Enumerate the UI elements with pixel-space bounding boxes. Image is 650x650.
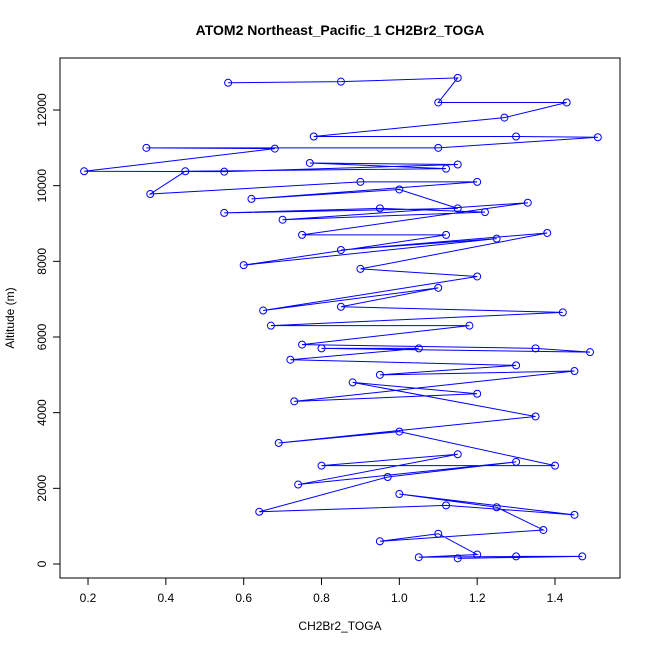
point (453, 160, 462, 169)
point (317, 461, 326, 470)
x-tick-label: 0.2 (80, 591, 97, 605)
x-tick-label: 1.2 (469, 591, 486, 605)
point (434, 143, 443, 152)
point (317, 344, 326, 353)
point (286, 355, 295, 364)
point (255, 507, 264, 516)
point (375, 537, 384, 546)
point (512, 552, 521, 561)
point (220, 167, 229, 176)
series-line (84, 77, 598, 559)
point (473, 389, 482, 398)
point (305, 158, 314, 167)
point (593, 133, 602, 142)
point (270, 144, 279, 153)
x-tick-label: 0.6 (235, 591, 252, 605)
point (294, 480, 303, 489)
point (142, 143, 151, 152)
point (453, 204, 462, 213)
point (356, 264, 365, 273)
point (336, 77, 345, 86)
point (492, 234, 501, 243)
point (395, 185, 404, 194)
point (434, 283, 443, 292)
point (473, 272, 482, 281)
point (442, 501, 451, 510)
x-tick-label: 0.8 (313, 591, 330, 605)
y-tick-label: 10000 (35, 169, 49, 203)
point (500, 113, 509, 122)
point (442, 164, 451, 173)
point (512, 132, 521, 141)
point (266, 321, 275, 330)
point (453, 554, 462, 563)
point (570, 367, 579, 376)
point (80, 167, 89, 176)
point (512, 361, 521, 370)
y-tick-label: 12000 (35, 93, 49, 127)
y-axis-label: Altitude (m) (3, 287, 17, 348)
point (453, 73, 462, 82)
point (473, 550, 482, 559)
point (531, 412, 540, 421)
point (523, 198, 532, 207)
x-tick-label: 1.0 (391, 591, 408, 605)
point (259, 306, 268, 315)
plot-frame (59, 57, 621, 579)
point (274, 438, 283, 447)
y-tick-label: 4000 (35, 399, 49, 426)
point (375, 370, 384, 379)
point (395, 490, 404, 499)
point (543, 228, 552, 237)
point (434, 98, 443, 107)
point (434, 529, 443, 538)
point (375, 204, 384, 213)
point (539, 525, 548, 534)
point (336, 245, 345, 254)
point (442, 230, 451, 239)
point (465, 321, 474, 330)
point (309, 132, 318, 141)
point (562, 98, 571, 107)
point (473, 177, 482, 186)
x-tick-label: 0.4 (158, 591, 175, 605)
point (290, 397, 299, 406)
point (336, 302, 345, 311)
point (146, 190, 155, 199)
point (480, 208, 489, 217)
point (348, 378, 357, 387)
point (239, 261, 248, 270)
y-tick-label: 6000 (35, 323, 49, 350)
point (570, 510, 579, 519)
point (220, 208, 229, 217)
y-tick-label: 2000 (35, 475, 49, 502)
point (551, 461, 560, 470)
x-axis-label: CH2Br2_TOGA (298, 619, 381, 633)
point (512, 457, 521, 466)
y-tick-label: 8000 (35, 248, 49, 275)
point (414, 344, 423, 353)
point (224, 78, 233, 87)
point (414, 553, 423, 562)
point (298, 230, 307, 239)
point (383, 472, 392, 481)
point (181, 167, 190, 176)
point (453, 450, 462, 459)
point (558, 308, 567, 317)
point (492, 503, 501, 512)
point (247, 194, 256, 203)
point (356, 177, 365, 186)
point (278, 215, 287, 224)
point (578, 552, 587, 561)
point (531, 344, 540, 353)
x-tick-label: 1.4 (547, 591, 564, 605)
point (395, 427, 404, 436)
point (298, 340, 307, 349)
chart-title: ATOM2 Northeast_Pacific_1 CH2Br2_TOGA (196, 22, 485, 38)
y-tick-label: 0 (35, 560, 49, 567)
point (586, 348, 595, 357)
